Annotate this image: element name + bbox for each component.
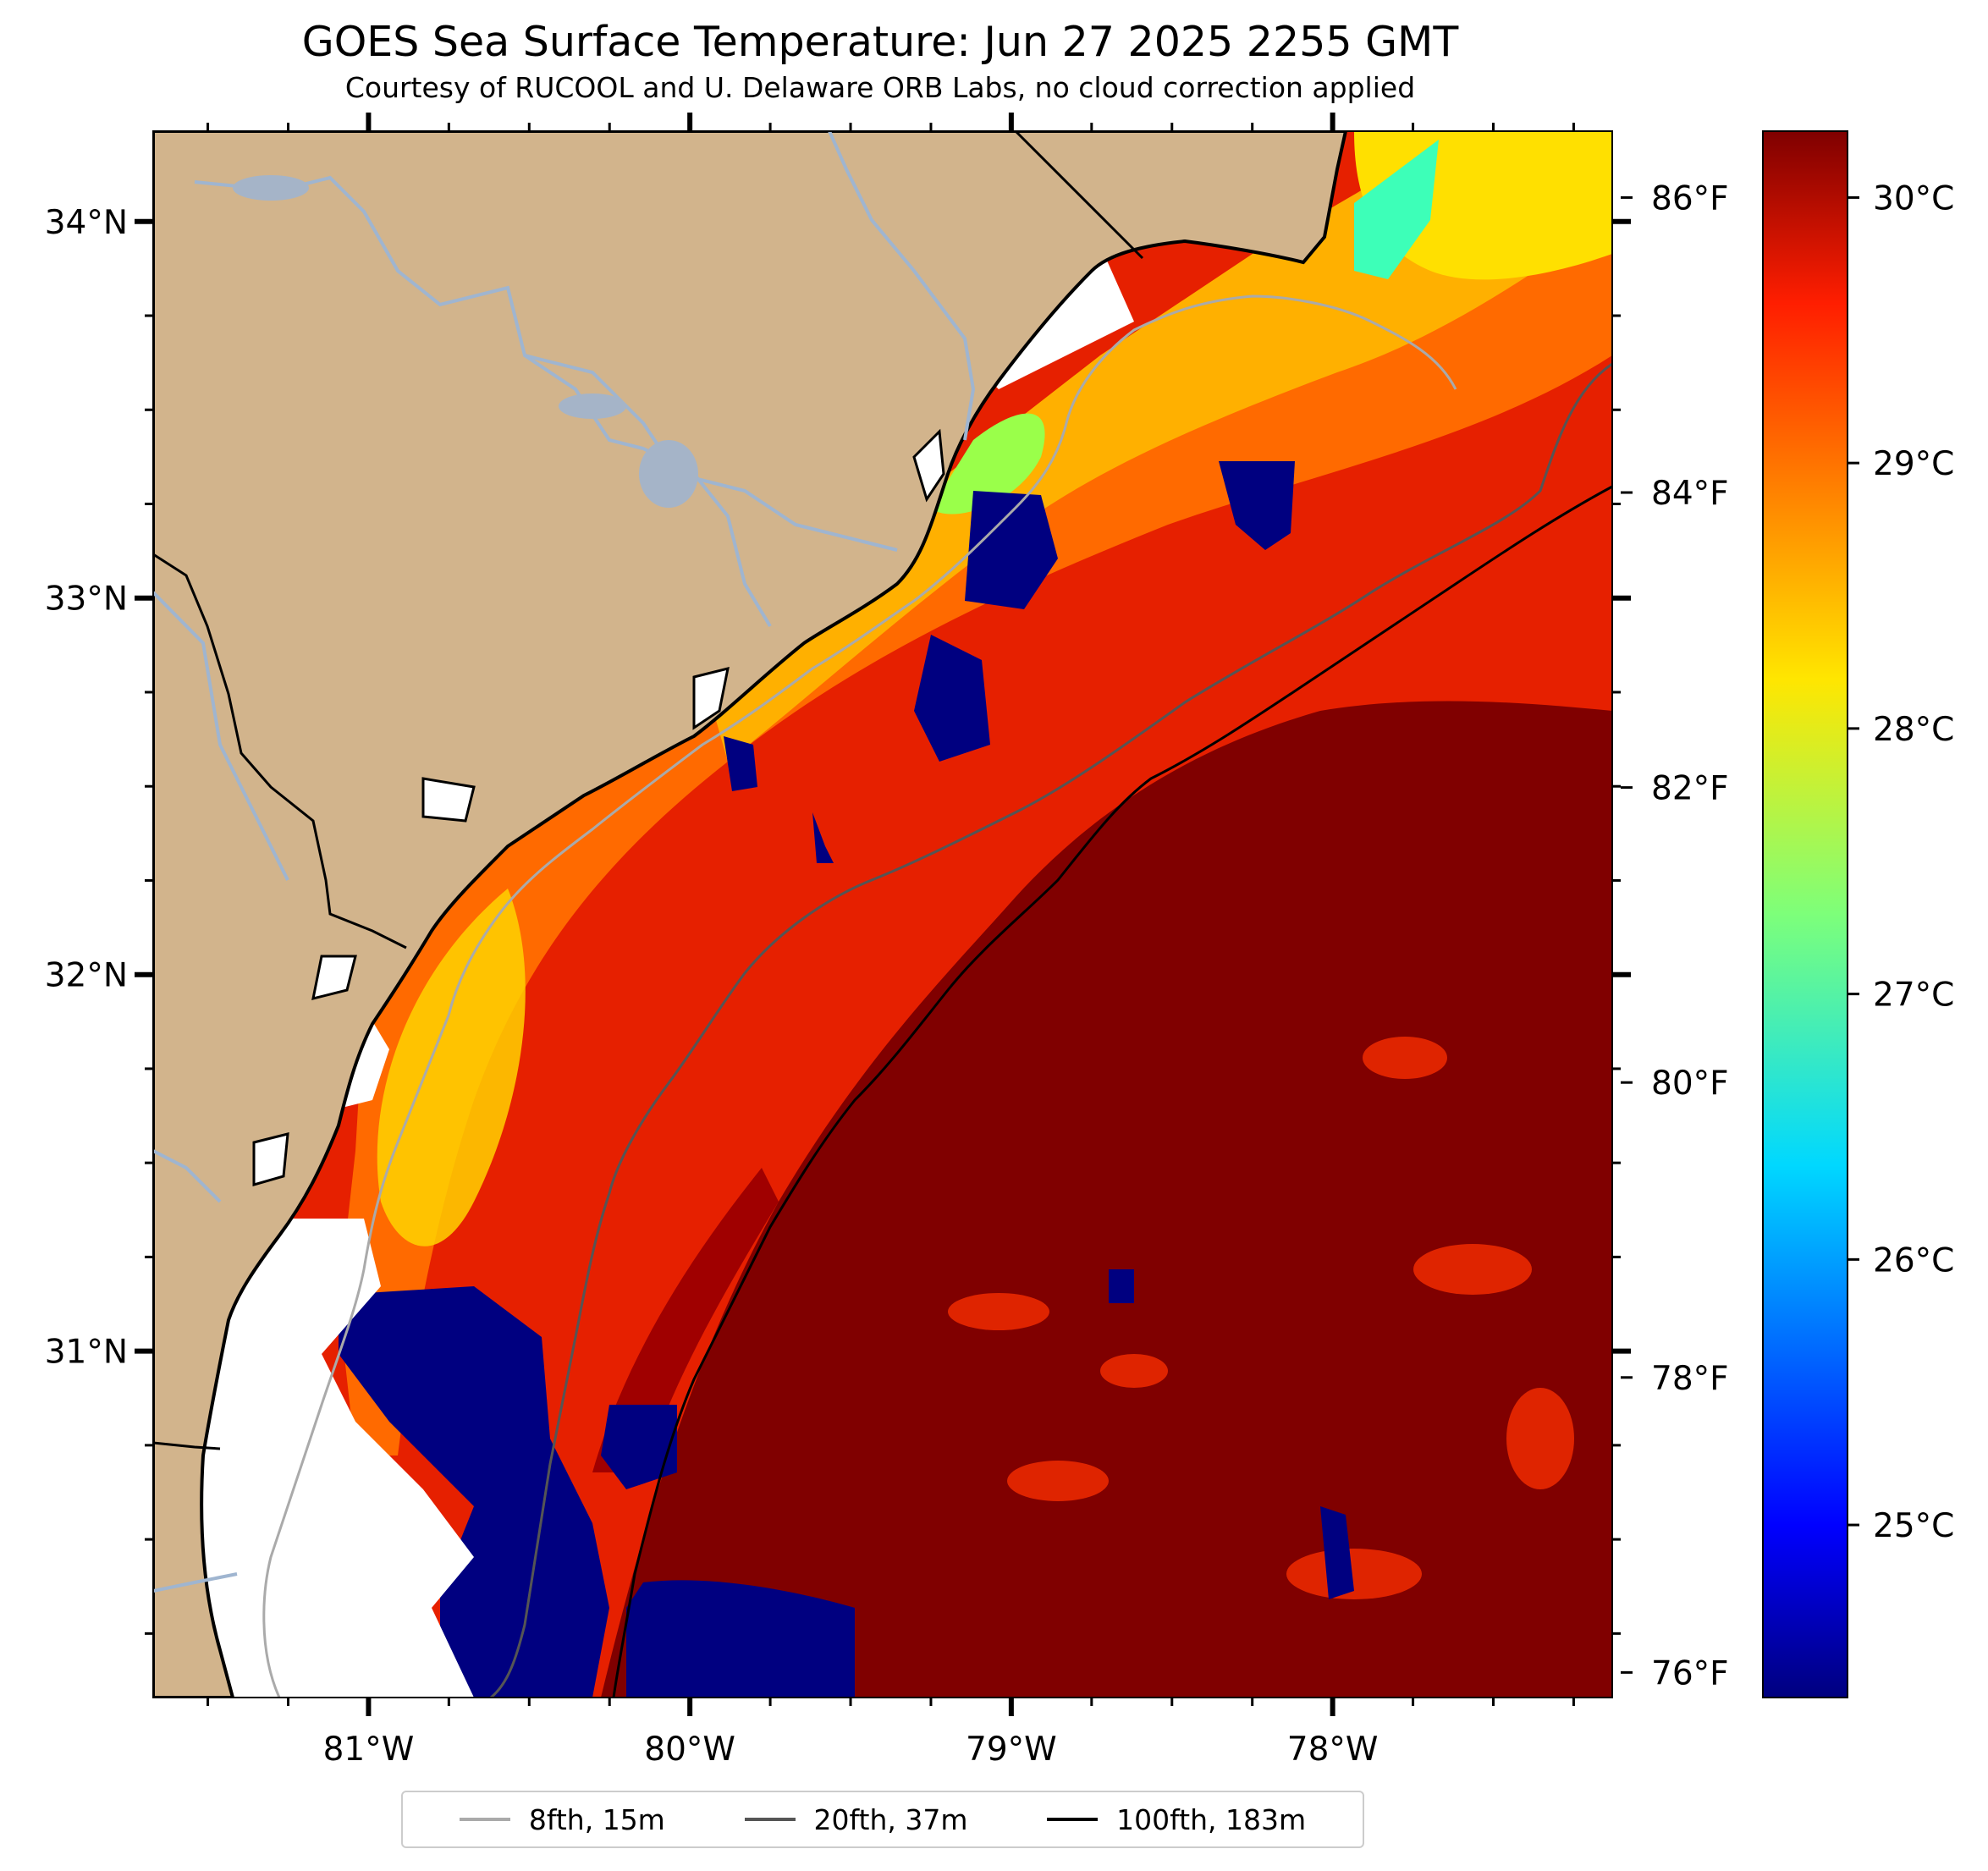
fahrenheit-label: 84°F (1651, 475, 1729, 513)
latitude-label: 32°N (45, 957, 128, 995)
contour-8fth (262, 294, 1457, 1698)
longitude-label: 79°W (966, 1731, 1057, 1769)
legend-label-100fth: 100fth, 183m (1116, 1802, 1307, 1836)
cool-green-nearshore (931, 413, 1045, 515)
celsius-label: 29°C (1873, 445, 1954, 483)
legend-item-8fth: 8fth, 15m (459, 1802, 665, 1836)
contour-20fth (490, 362, 1612, 1698)
lake-moultrie (559, 393, 626, 419)
estuary-inlets (252, 428, 945, 1186)
celsius-label: 27°C (1873, 977, 1954, 1015)
legend-label-8fth: 8fth, 15m (528, 1802, 665, 1836)
latitude-label: 34°N (45, 204, 128, 242)
celsius-label: 26°C (1873, 1241, 1954, 1279)
legend-swatch-20fth (744, 1818, 796, 1821)
legend-swatch-100fth (1047, 1818, 1099, 1821)
state-boundaries (153, 131, 1144, 1450)
lake-marion (639, 440, 698, 508)
longitude-labels: 81°W 80°W 79°W 78°W (323, 1731, 1379, 1769)
map-plot-area[interactable] (153, 131, 1612, 1698)
fahrenheit-axis-labels: 86°F 84°F 82°F 80°F 78°F 76°F (1621, 179, 1729, 1692)
colorbar (1762, 130, 1848, 1698)
nearshore-yellow-patch (377, 889, 526, 1246)
celsius-label: 28°C (1873, 711, 1954, 749)
map-subtitle: Courtesy of RUCOOL and U. Delaware ORB L… (344, 71, 1416, 104)
map-frame (152, 130, 1613, 1698)
longitude-label: 80°W (644, 1731, 735, 1769)
latitude-label: 31°N (45, 1334, 128, 1372)
eddy-filaments (948, 1037, 1574, 1599)
gulf-stream-core (601, 701, 1612, 1698)
contour-100fth (612, 485, 1612, 1698)
fahrenheit-label: 82°F (1651, 770, 1729, 808)
latitude-label: 33°N (45, 581, 128, 619)
axis-ticks (135, 113, 1631, 1716)
celsius-label: 30°C (1873, 179, 1954, 217)
cool-green-water (1354, 140, 1439, 279)
coastal-yellow-band (694, 131, 1612, 762)
longitude-label: 78°W (1287, 1731, 1379, 1769)
legend-item-100fth: 100fth, 183m (1047, 1803, 1306, 1836)
legend-swatch-8fth (459, 1818, 510, 1821)
colorbar-ticks: 30°C 29°C 28°C 27°C 26°C 25°C (1848, 179, 1954, 1545)
legend-item-20fth: 20fth, 37m (744, 1802, 968, 1836)
celsius-label: 25°C (1873, 1507, 1954, 1545)
cloud-flagged-pixels (339, 461, 1354, 1698)
longitude-label: 81°W (323, 1731, 415, 1769)
legend-label-20fth: 20fth, 37m (813, 1802, 968, 1836)
fahrenheit-label: 86°F (1651, 179, 1729, 217)
gulf-stream-west-wall (592, 1168, 779, 1472)
fahrenheit-label: 80°F (1651, 1065, 1729, 1103)
inland-lake (233, 175, 309, 201)
fahrenheit-label: 78°F (1651, 1360, 1729, 1398)
bathymetry-legend: 8fth, 15m 20fth, 37m 100fth, 183m (401, 1791, 1364, 1848)
latitude-labels: 34°N 33°N 32°N 31°N (45, 204, 128, 1372)
fahrenheit-label: 76°F (1651, 1654, 1729, 1692)
land-mass (153, 131, 1348, 1698)
map-title: GOES Sea Surface Temperature: Jun 27 202… (301, 18, 1459, 66)
